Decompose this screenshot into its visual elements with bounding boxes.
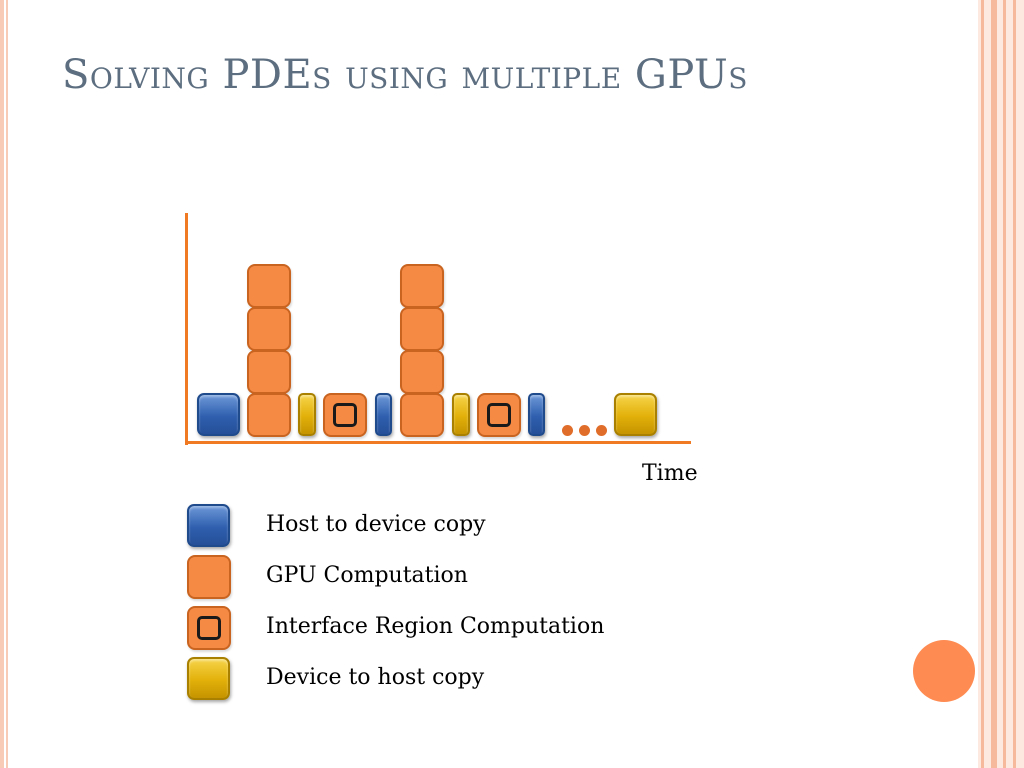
interface-region-marker: [197, 616, 221, 640]
left-border-stripe: [0, 0, 4, 768]
ellipsis-dot: [562, 425, 573, 436]
slide-title: Solving PDEs using multiple GPUs: [62, 52, 748, 98]
legend-label-device-to-host: Device to host copy: [266, 665, 485, 690]
host-to-device-thin-block: [375, 393, 392, 436]
right-band-stripe: [991, 0, 997, 768]
gpu-computation-block: [247, 350, 291, 394]
legend-label-gpu-computation: GPU Computation: [266, 563, 468, 588]
right-band-stripe: [1003, 0, 1006, 768]
gpu-computation-block: [247, 307, 291, 351]
legend-swatch-host-to-device: [187, 504, 230, 547]
device-to-host-thin-block: [298, 393, 316, 436]
gpu-computation-block: [247, 393, 291, 437]
legend-swatch-device-to-host: [187, 657, 230, 700]
device-to-host-thin-block: [452, 393, 470, 436]
gpu-computation-block: [400, 350, 444, 394]
right-decorative-band: [978, 0, 1024, 768]
device-to-host-block: [614, 393, 657, 436]
interface-region-block: [477, 393, 521, 437]
left-border-stripe-thin: [6, 0, 8, 768]
x-axis: [185, 441, 691, 444]
gpu-computation-block: [400, 307, 444, 351]
interface-region-marker: [333, 403, 357, 427]
gpu-computation-block: [400, 393, 444, 437]
ellipsis-dot: [579, 425, 590, 436]
host-to-device-block: [197, 393, 240, 436]
gpu-computation-block: [400, 264, 444, 308]
decorative-circle: [913, 640, 975, 702]
interface-region-marker: [487, 403, 511, 427]
interface-region-block: [323, 393, 367, 437]
legend-label-host-to-device: Host to device copy: [266, 512, 486, 537]
right-band-stripe: [1013, 0, 1016, 768]
right-band-stripe: [981, 0, 984, 768]
legend-label-interface-region: Interface Region Computation: [266, 614, 605, 639]
host-to-device-thin-block: [528, 393, 545, 436]
ellipsis-dot: [596, 425, 607, 436]
time-axis-label: Time: [642, 461, 698, 486]
legend-swatch-interface-region: [187, 606, 231, 650]
y-axis: [185, 213, 188, 445]
legend-swatch-gpu-computation: [187, 555, 231, 599]
gpu-computation-block: [247, 264, 291, 308]
